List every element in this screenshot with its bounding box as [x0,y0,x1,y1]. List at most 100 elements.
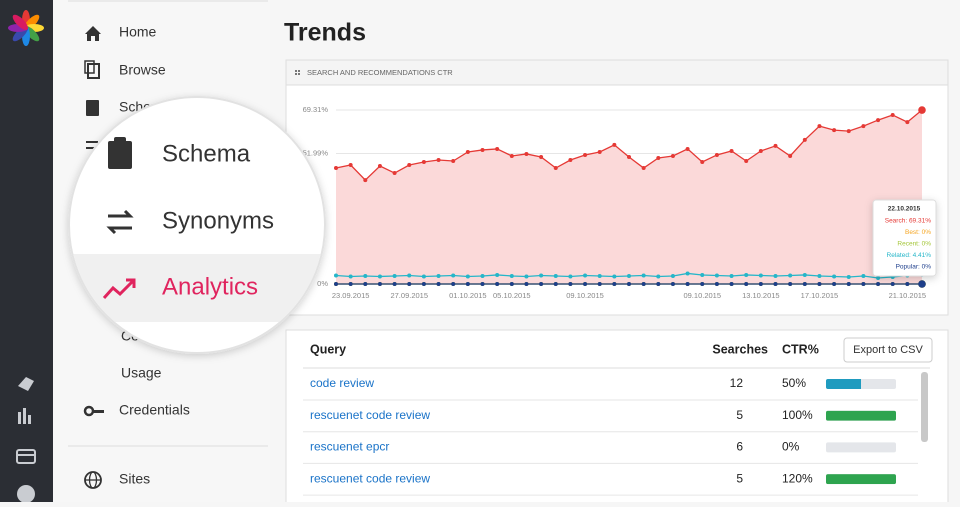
y-tick-label: 0% [317,279,328,288]
point [744,158,749,163]
point [612,274,617,279]
x-tick-label: 23.09.2015 [332,291,370,300]
tooltip-item: Best: 0% [905,229,931,236]
tooltip-title: 22.10.2015 [888,206,921,213]
ctr-track [826,442,896,453]
point [524,151,529,156]
point [700,272,705,277]
point [392,171,397,176]
query-link[interactable]: rescuenet code review [310,471,430,485]
magnified-nav-item[interactable]: Analytics [162,273,258,300]
ctr-bar [826,474,896,485]
point [918,280,926,288]
point [524,274,529,279]
point [451,273,456,278]
point [495,282,500,286]
scrollbar[interactable] [921,372,928,442]
point [670,282,675,286]
point [495,146,500,151]
query-link[interactable]: rescuenet epcr [310,440,389,454]
point [392,273,397,278]
schema-icon-clip [114,137,126,143]
point [421,274,426,279]
point [612,142,617,147]
point [524,282,529,286]
point [583,273,588,278]
nav-item[interactable]: Browse [119,62,166,78]
point [729,273,734,278]
point [876,118,881,123]
point [788,273,793,278]
y-tick-label: 51.99% [303,148,329,157]
point [758,282,763,286]
point [553,166,558,171]
point [846,282,851,286]
point [656,155,661,160]
export-button-label[interactable]: Export to CSV [853,344,923,356]
point [407,273,412,278]
point [597,273,602,278]
query-link[interactable]: code review [310,376,374,390]
nav-item[interactable]: Home [119,24,157,40]
point [700,160,705,165]
point [480,147,485,152]
point [465,149,470,154]
ctr: 0% [782,440,800,454]
point [758,148,763,153]
point [568,282,573,286]
point [553,273,558,278]
point [788,282,793,286]
magnified-nav-item[interactable]: Schema [162,140,251,167]
x-tick-label: 09.10.2015 [683,291,721,300]
point [876,282,881,286]
point [334,273,338,278]
export-button[interactable] [843,337,933,363]
point [832,274,837,279]
point [729,148,734,153]
point [363,178,368,183]
nav-item[interactable]: Credentials [119,402,190,418]
point [421,160,426,165]
point [890,113,895,118]
point [670,153,675,158]
point [348,274,353,279]
magnified-nav-item[interactable]: Synonyms [162,207,274,234]
point [495,272,500,277]
point [817,124,822,129]
rail-icons[interactable] [16,377,36,503]
rail [0,0,53,502]
column-header: Query [310,342,346,356]
point [539,154,544,159]
point [714,282,719,286]
point [553,282,558,286]
nav-item[interactable]: Usage [121,365,162,381]
logo [8,10,44,46]
point [832,282,837,286]
chart-panel-header [286,60,948,85]
x-tick-label: 13.10.2015 [742,291,780,300]
column-header: CTR% [782,342,819,356]
y-tick-label: 69.31% [303,105,329,114]
point [392,282,397,286]
tooltip [872,199,937,277]
nav-item[interactable]: Sites [119,471,150,487]
point [685,146,690,151]
point [568,274,573,279]
point [627,273,631,278]
header-icon [295,70,300,75]
analytics-icon [102,278,136,300]
ctr-bar [826,410,896,421]
chart-title: SEARCH AND RECOMMENDATIONS CTR [307,68,453,77]
point [377,274,382,279]
point [656,282,661,286]
point [407,163,412,168]
query-link[interactable]: rescuenet code review [310,408,430,422]
x-tick-label: 01.10.2015 [449,291,487,300]
point [363,273,368,278]
point [363,282,368,286]
point [451,282,456,286]
point [656,274,661,279]
point [348,282,353,286]
